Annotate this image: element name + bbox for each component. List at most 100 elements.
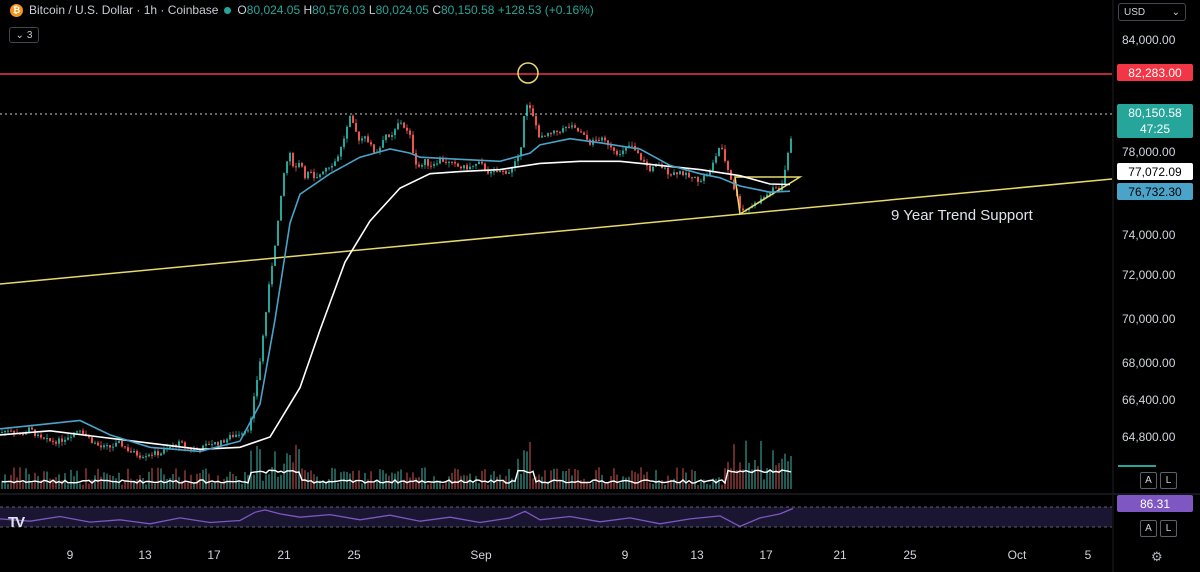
x-tick-label: 17	[207, 548, 221, 562]
volume-bar	[601, 474, 603, 489]
volume-bar	[406, 472, 408, 489]
volume-bar	[97, 468, 99, 489]
candle-body	[82, 430, 84, 434]
volume-bar	[118, 472, 120, 489]
candle-body	[610, 145, 612, 148]
volume-bar	[310, 470, 312, 489]
candle-body	[676, 172, 678, 175]
candle-body	[694, 177, 696, 179]
volume-bar	[316, 476, 318, 489]
triangle-pattern	[734, 176, 803, 216]
volume-bar	[562, 471, 564, 489]
candle-body	[664, 167, 666, 169]
currency-select[interactable]: USD ⌄	[1118, 3, 1186, 21]
candle-body	[64, 439, 66, 442]
candle-body	[43, 437, 45, 439]
candle-body	[490, 171, 492, 174]
volume-bar	[652, 483, 654, 489]
volume-bar	[442, 484, 444, 489]
volume-bar	[235, 476, 237, 489]
candle-body	[520, 147, 522, 156]
volume-bar	[106, 473, 108, 489]
candle-body	[361, 138, 363, 141]
candle-body	[514, 161, 516, 168]
candle-body	[439, 158, 441, 164]
volume-bar	[46, 471, 48, 489]
volume-bar	[196, 473, 198, 489]
volume-bar	[361, 483, 363, 489]
candle-body	[268, 284, 270, 313]
log-scale-button[interactable]: L	[1160, 472, 1177, 489]
volume-bar	[19, 467, 21, 489]
indicators-toggle-button[interactable]: ⌄ 3	[9, 27, 39, 43]
candle-body	[124, 446, 126, 448]
candle-body	[205, 443, 207, 446]
volume-bar	[127, 468, 129, 489]
candle-body	[394, 129, 396, 136]
volume-bar	[298, 449, 300, 489]
volume-bar	[244, 471, 246, 489]
volume-bar	[67, 484, 69, 489]
candle-body	[703, 175, 705, 181]
volume-bar	[706, 483, 708, 489]
volume-bar	[394, 473, 396, 489]
candle-body	[601, 137, 603, 141]
volume-bar	[553, 468, 555, 489]
candle-body	[328, 167, 330, 169]
volume-bar	[448, 476, 450, 489]
candle-body	[337, 156, 339, 162]
auto-scale-button[interactable]: A	[1140, 472, 1157, 489]
candle-body	[277, 220, 279, 246]
candle-body	[766, 194, 768, 198]
candle-body	[727, 161, 729, 170]
candle-body	[775, 187, 777, 189]
rsi-log-scale-button[interactable]: L	[1160, 520, 1177, 537]
candle-body	[643, 159, 645, 162]
volume-bar	[175, 468, 177, 489]
candle-body	[559, 131, 561, 133]
candle-body	[178, 441, 180, 447]
volume-bar	[712, 478, 714, 489]
candle-body	[262, 335, 264, 362]
candle-body	[529, 105, 531, 109]
volume-bar	[424, 467, 426, 489]
candle-body	[451, 161, 453, 163]
candle-body	[733, 179, 735, 190]
candle-body	[517, 155, 519, 162]
volume-bar	[430, 483, 432, 489]
candle-body	[355, 123, 357, 132]
volume-bar	[586, 483, 588, 489]
rsi-band	[0, 507, 1112, 527]
volume-bar	[22, 482, 24, 489]
volume-bar	[355, 481, 357, 489]
candle-body	[118, 441, 120, 443]
candle-body	[55, 441, 57, 444]
symbol-legend[interactable]: ₿ Bitcoin / U.S. Dollar · 1h · Coinbase …	[10, 3, 594, 17]
candle-body	[343, 138, 345, 147]
candle-body	[586, 134, 588, 140]
candle-body	[544, 135, 546, 137]
candle-body	[430, 165, 432, 167]
volume-bar	[421, 468, 423, 489]
candle-body	[622, 150, 624, 155]
volume-bar	[112, 475, 114, 489]
volume-bar	[574, 468, 576, 489]
candle-body	[508, 172, 510, 174]
gear-icon[interactable]: ⚙	[1151, 549, 1163, 564]
candle-body	[640, 153, 642, 160]
candle-body	[217, 442, 219, 446]
candle-body	[625, 147, 627, 151]
candle-body	[604, 137, 606, 141]
candle-body	[40, 434, 42, 438]
volume-bar	[604, 483, 606, 489]
volume-bar	[475, 476, 477, 489]
candle-body	[220, 440, 222, 446]
candle-body	[247, 430, 249, 432]
ohlc-values: O80,024.05 H80,576.03 L80,024.05 C80,150…	[237, 3, 594, 17]
rsi-auto-scale-button[interactable]: A	[1140, 520, 1157, 537]
volume-bar	[157, 467, 159, 489]
candle-body	[487, 169, 489, 174]
candle-body	[412, 134, 414, 154]
bar-countdown: 47:25	[1139, 122, 1171, 136]
